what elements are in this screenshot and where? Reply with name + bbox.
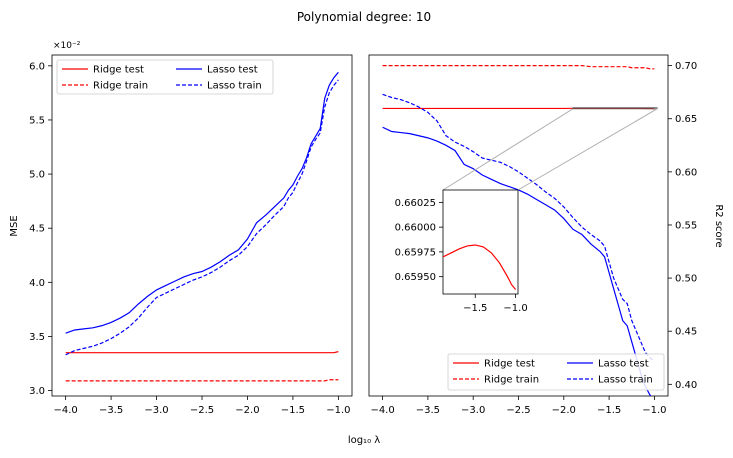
right-legend: Ridge test Ridge train Lasso test Lasso tra…: [447, 353, 665, 391]
inset-frame: [442, 189, 519, 295]
right-ytick-label: 0.60: [675, 167, 697, 178]
left-series-lasso-test: [65, 71, 339, 334]
left-series-lasso-train: [65, 79, 339, 356]
inset-ytick-label: 0.66025: [395, 198, 436, 209]
right-ylabel: R2 score: [713, 204, 724, 247]
left-xtick-label: −1.0: [326, 405, 350, 416]
left-series-ridge-train: [65, 379, 339, 382]
right-xtick-label: −2.0: [552, 405, 576, 416]
right-xticks: −4.0 −3.5 −3.0 −2.5 −2.0 −1.5 −1.0: [370, 396, 667, 416]
left-xtick-label: −2.0: [235, 405, 259, 416]
inset-ytick-label: 0.66000: [395, 223, 436, 234]
right-series-lasso-train: [382, 93, 655, 362]
right-ytick-label: 0.45: [675, 327, 697, 338]
right-xtick-label: −2.5: [506, 405, 530, 416]
xlabel: log₁₀ λ: [348, 435, 380, 446]
inset-connector-lines: [442, 107, 658, 191]
right-xtick-label: −1.5: [597, 405, 621, 416]
left-legend-box: [56, 59, 274, 95]
left-ytick-label: 5.0: [29, 170, 45, 181]
left-offset-label: ×10⁻²: [53, 41, 81, 51]
inset-ytick-label: 0.65950: [395, 272, 436, 283]
left-xtick-label: −4.0: [53, 405, 77, 416]
left-axes-frame: [51, 54, 353, 397]
left-ytick-label: 6.0: [29, 61, 45, 72]
right-axes-frame: [368, 54, 669, 397]
left-xtick-label: −3.0: [144, 405, 168, 416]
right-ytick-label: 0.50: [675, 274, 697, 285]
right-yticks: 0.40 0.45 0.50 0.55 0.60 0.65 0.70: [668, 61, 697, 391]
right-series-group: [382, 65, 655, 396]
inset-series-group: [442, 244, 517, 290]
right-ytick-label: 0.55: [675, 220, 697, 231]
inset-xtick-label: −1.5: [463, 303, 487, 314]
left-legend-label-ridge-test: Ridge test: [93, 65, 144, 76]
left-legend-label-ridge-train: Ridge train: [93, 81, 148, 92]
left-ylabel: MSE: [9, 215, 20, 236]
suptitle: Polynomial degree: 10: [297, 10, 431, 24]
left-series-ridge-test: [65, 351, 339, 354]
left-legend-label-lasso-train: Lasso train: [207, 81, 262, 92]
inset-xticks: −1.5 −1.0: [463, 294, 528, 314]
right-axes-r2: 0.40 0.45 0.50 0.55 0.60 0.65 0.70 −4.0 −3.5 −3.…: [368, 54, 724, 416]
right-series-ridge-train: [382, 65, 655, 70]
inset-yticks: 0.66025 0.66000 0.65975 0.65950: [395, 198, 443, 283]
left-legend-label-lasso-test: Lasso test: [207, 65, 258, 76]
right-xtick-label: −3.0: [461, 405, 485, 416]
right-legend-label-ridge-train: Ridge train: [484, 375, 539, 386]
left-xtick-label: −2.5: [190, 405, 214, 416]
left-ytick-label: 4.0: [29, 278, 45, 289]
inset-ytick-label: 0.65975: [395, 247, 436, 258]
right-xtick-label: −4.0: [370, 405, 394, 416]
zoom-region-indicator: [572, 107, 658, 110]
left-xtick-label: −3.5: [99, 405, 123, 416]
left-ytick-label: 4.5: [29, 224, 45, 235]
inset-series-ridge-test: [442, 244, 517, 290]
left-ytick-label: 3.0: [29, 386, 45, 397]
inset-axes-zoom: 0.66025 0.66000 0.65975 0.65950 −1.5 −1.0: [395, 189, 528, 314]
inset-connector-line: [517, 108, 658, 191]
right-xtick-label: −3.5: [416, 405, 440, 416]
right-legend-label-ridge-test: Ridge test: [484, 359, 535, 370]
inset-connector-line: [442, 108, 574, 191]
right-legend-box: [447, 353, 665, 391]
left-yticks: 3.0 3.5 4.0 4.5 5.0 5.5 6.0: [29, 61, 52, 397]
right-series-lasso-test: [382, 126, 652, 396]
left-xticks: −4.0 −3.5 −3.0 −2.5 −2.0 −1.5 −1.0: [53, 396, 351, 416]
right-ytick-label: 0.40: [675, 380, 697, 391]
left-ytick-label: 5.5: [29, 115, 45, 126]
inset-xtick-label: −1.0: [503, 303, 527, 314]
left-ytick-label: 3.5: [29, 332, 45, 343]
left-legend: Ridge test Ridge train Lasso test Lasso tra…: [56, 59, 274, 95]
left-xtick-label: −1.5: [281, 405, 305, 416]
right-legend-label-lasso-train: Lasso train: [598, 375, 653, 386]
right-ytick-label: 0.65: [675, 114, 697, 125]
left-axes-mse: 3.0 3.5 4.0 4.5 5.0 5.5 6.0 −4.0 −3.5 −3.0 −2.5 −2…: [9, 41, 353, 416]
right-ytick-label: 0.70: [675, 61, 697, 72]
left-series-group: [65, 71, 339, 382]
right-xtick-label: −1.0: [642, 405, 666, 416]
right-legend-label-lasso-test: Lasso test: [598, 359, 649, 370]
